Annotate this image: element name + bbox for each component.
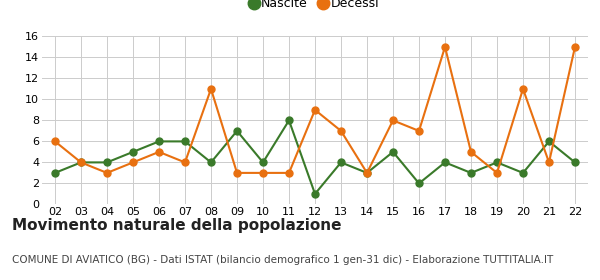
Text: COMUNE DI AVIATICO (BG) - Dati ISTAT (bilancio demografico 1 gen-31 dic) - Elabo: COMUNE DI AVIATICO (BG) - Dati ISTAT (bi… xyxy=(12,255,553,265)
Text: Movimento naturale della popolazione: Movimento naturale della popolazione xyxy=(12,218,341,234)
Legend: Nascite, Decessi: Nascite, Decessi xyxy=(246,0,384,15)
